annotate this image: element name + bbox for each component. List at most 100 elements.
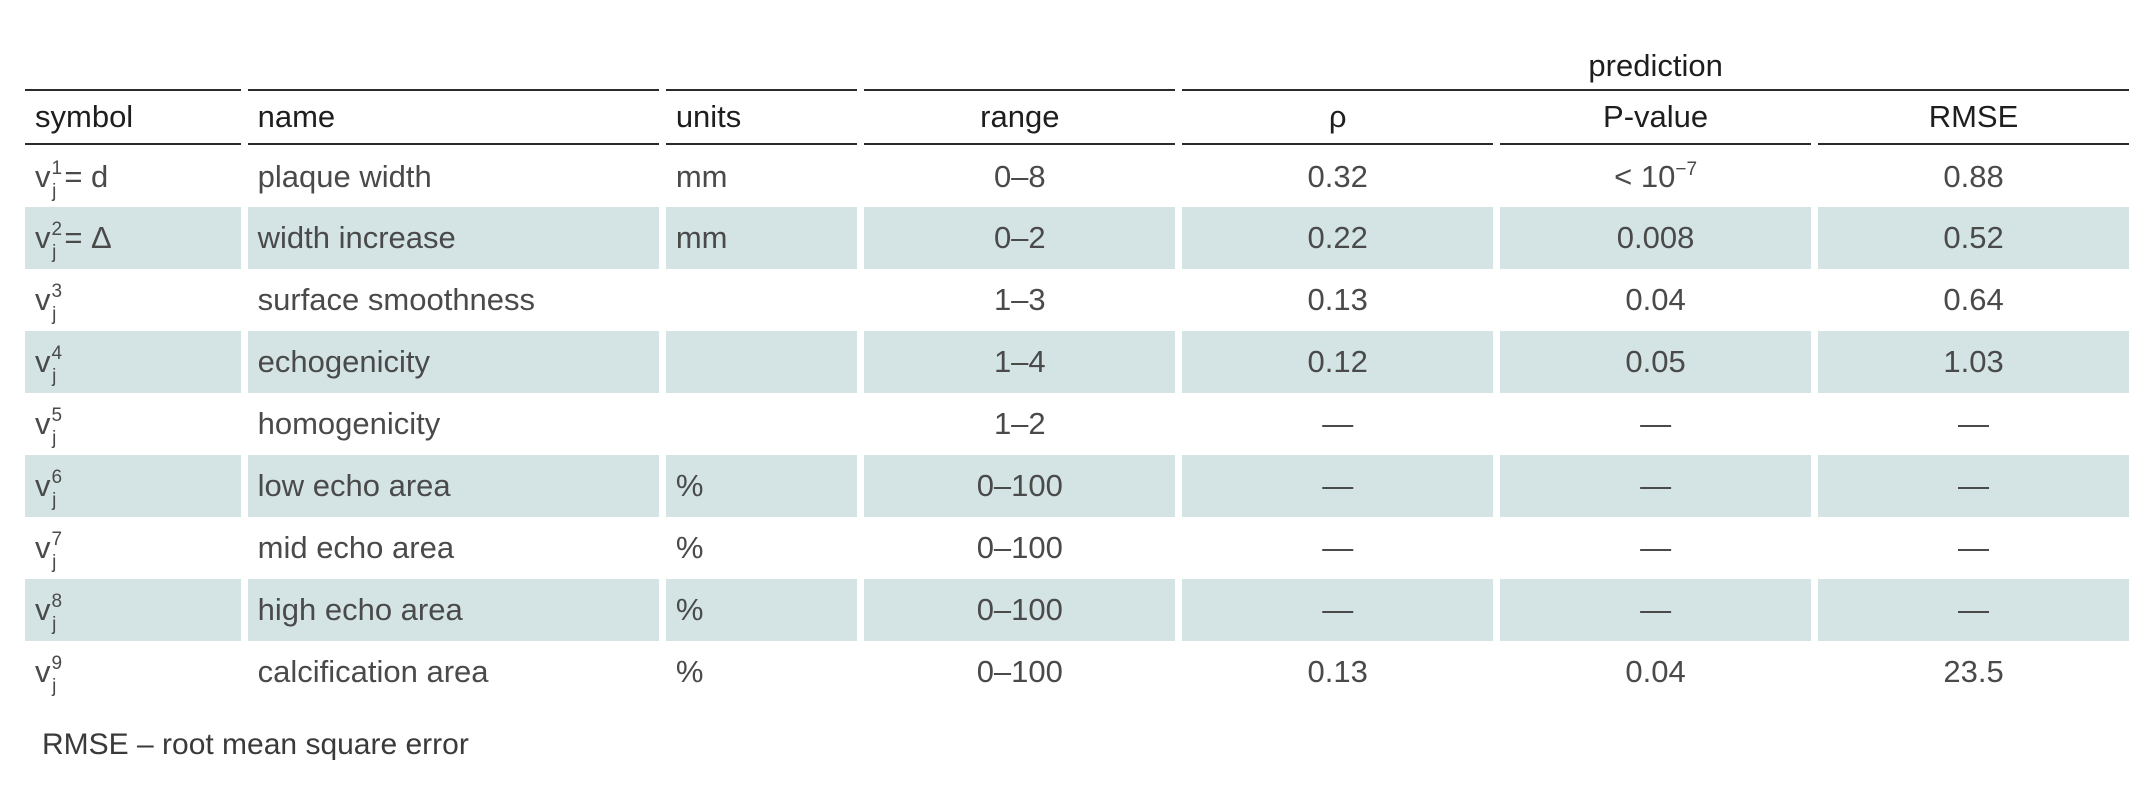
range-cell: 0–100 bbox=[864, 579, 1176, 641]
range-cell: 0–100 bbox=[864, 455, 1176, 517]
p-value-cell: — bbox=[1500, 517, 1811, 579]
table-body: v1j = d plaque width mm 0–8 0.32 < 10−7 0.88 v2j… bbox=[25, 145, 2129, 703]
range-cell: 0–8 bbox=[993, 159, 1046, 194]
group-header-row: prediction bbox=[25, 36, 2129, 91]
rho-cell: 0.32 bbox=[1307, 159, 1368, 194]
symbol-superscript: 3 bbox=[51, 281, 63, 302]
rmse-cell: 1.03 bbox=[1818, 331, 2129, 393]
range-cell: 0–2 bbox=[864, 207, 1176, 269]
column-header-name: name bbox=[247, 91, 659, 145]
p-value-cell: 0.05 bbox=[1500, 331, 1812, 393]
symbol-cell: v3j bbox=[25, 269, 241, 331]
symbol-subscript: j bbox=[52, 428, 57, 449]
table-row: v3j surface smoothness 1–3 0.13 0.04 0.64 bbox=[25, 269, 2129, 331]
p-value-exponent: −7 bbox=[1675, 159, 1698, 180]
symbol-superscript: 8 bbox=[51, 591, 63, 612]
symbol-base: v bbox=[35, 530, 51, 565]
symbol-superscript: 5 bbox=[51, 405, 63, 426]
symbol-superscript: 6 bbox=[51, 467, 63, 488]
symbol-subscript: j bbox=[52, 614, 57, 635]
symbol-base: v bbox=[35, 344, 51, 379]
rmse-cell: — bbox=[1958, 406, 1990, 441]
rho-cell: — bbox=[1182, 455, 1494, 517]
range-cell: 1–3 bbox=[993, 282, 1046, 317]
symbol-superscript: 9 bbox=[51, 653, 63, 674]
name-cell: homogenicity bbox=[257, 406, 441, 441]
units-cell: % bbox=[665, 455, 858, 517]
rmse-cell: 0.88 bbox=[1943, 159, 2004, 194]
symbol-cell: v4j bbox=[25, 331, 241, 393]
symbol-superscript: 2 bbox=[51, 219, 63, 240]
name-cell: echogenicity bbox=[247, 331, 659, 393]
symbol-superscript: 1 bbox=[51, 158, 63, 179]
symbol-subscript: j bbox=[52, 366, 57, 387]
symbol-cell: v9j bbox=[25, 641, 241, 703]
rho-cell: 0.22 bbox=[1182, 207, 1494, 269]
group-header-spacer bbox=[864, 36, 1176, 91]
p-value-base: — bbox=[1640, 406, 1672, 441]
units-cell: mm bbox=[665, 207, 858, 269]
symbol-base: v bbox=[35, 654, 51, 689]
table-row: v9j calcification area% 0–100 0.13 0.04 23.5 bbox=[25, 641, 2129, 703]
units-cell: % bbox=[675, 530, 704, 565]
group-header-spacer bbox=[25, 36, 241, 91]
p-value-base: 0.04 bbox=[1625, 654, 1686, 689]
group-header-spacer bbox=[247, 36, 659, 91]
rmse-cell: — bbox=[1818, 579, 2129, 641]
symbol-subscript: j bbox=[52, 304, 57, 325]
p-value-cell: 0.008 bbox=[1500, 207, 1812, 269]
name-cell: surface smoothness bbox=[257, 282, 536, 317]
symbol-cell: v1j = d bbox=[25, 145, 241, 207]
rmse-cell: 0.52 bbox=[1818, 207, 2129, 269]
column-header-row: symbol name units range ρ P-value RMSE bbox=[25, 91, 2129, 145]
rmse-cell: — bbox=[1958, 530, 1990, 565]
p-value-base: < 10 bbox=[1614, 159, 1676, 194]
symbol-subscript: j bbox=[52, 181, 57, 202]
p-value-base: — bbox=[1640, 468, 1672, 503]
symbol-cell: v6j bbox=[25, 455, 241, 517]
p-value-cell: — bbox=[1500, 455, 1812, 517]
name-cell: mid echo area bbox=[257, 530, 455, 565]
p-value-base: — bbox=[1640, 592, 1672, 627]
symbol-base: v bbox=[35, 220, 51, 255]
plaque-variables-table: prediction symbol name units range ρ P-v… bbox=[18, 36, 2136, 703]
symbol-superscript: 4 bbox=[51, 343, 63, 364]
column-header-rmse: RMSE bbox=[1818, 91, 2129, 145]
symbol-base: v bbox=[35, 159, 51, 194]
column-header-units: units bbox=[665, 91, 858, 145]
table-row: v4j echogenicity 1–4 0.12 0.05 1.03 bbox=[25, 331, 2129, 393]
prediction-group-header: prediction bbox=[1182, 36, 2129, 91]
table-row: v2j = Δ width increase mm 0–2 0.22 0.008 0.52 bbox=[25, 207, 2129, 269]
name-cell: low echo area bbox=[247, 455, 659, 517]
column-header-rho: ρ bbox=[1182, 91, 1494, 145]
table-row: v8j high echo area% 0–100— — — bbox=[25, 579, 2129, 641]
symbol-base: v bbox=[35, 282, 51, 317]
symbol-base: v bbox=[35, 592, 51, 627]
units-cell: mm bbox=[675, 159, 728, 194]
name-cell: width increase bbox=[247, 207, 659, 269]
symbol-base: v bbox=[35, 406, 51, 441]
symbol-cell: v8j bbox=[25, 579, 241, 641]
rho-cell: 0.13 bbox=[1307, 654, 1368, 689]
range-cell: 0–100 bbox=[976, 654, 1063, 689]
rho-cell: 0.12 bbox=[1182, 331, 1494, 393]
units-cell: % bbox=[675, 654, 704, 689]
p-value-base: 0.04 bbox=[1625, 282, 1686, 317]
symbol-superscript: 7 bbox=[51, 529, 63, 550]
p-value-cell: 0.04 bbox=[1500, 641, 1811, 703]
range-cell: 1–2 bbox=[993, 406, 1046, 441]
p-value-base: 0.05 bbox=[1625, 344, 1686, 379]
table-footnote: RMSE – root mean square error bbox=[42, 728, 469, 761]
name-cell: calcification area bbox=[257, 654, 489, 689]
column-header-symbol: symbol bbox=[25, 91, 241, 145]
data-table-container: prediction symbol name units range ρ P-v… bbox=[25, 36, 2129, 703]
rmse-cell: — bbox=[1818, 455, 2129, 517]
units-cell: % bbox=[665, 579, 858, 641]
symbol-definition: = d bbox=[64, 159, 109, 194]
range-cell: 1–4 bbox=[864, 331, 1176, 393]
range-cell: 0–100 bbox=[976, 530, 1063, 565]
rho-cell: — bbox=[1322, 406, 1354, 441]
p-value-base: — bbox=[1640, 530, 1672, 565]
symbol-subscript: j bbox=[52, 552, 57, 573]
units-cell bbox=[666, 393, 858, 455]
